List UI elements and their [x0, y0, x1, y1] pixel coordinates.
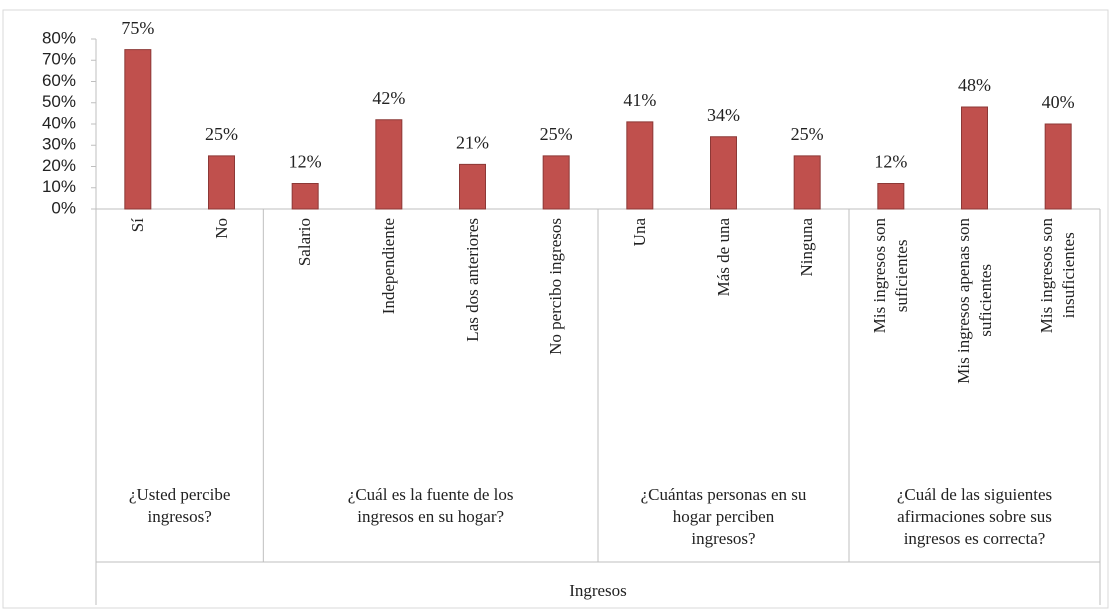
bar [208, 155, 235, 210]
bar [542, 155, 570, 210]
value-label: 48% [958, 75, 991, 95]
x-tick-label: Las dos anteriores [462, 218, 482, 342]
value-label: 41% [623, 90, 656, 110]
value-label: 12% [289, 152, 322, 172]
value-label: 42% [372, 88, 405, 108]
bar [459, 163, 486, 210]
x-tick-label: Ninguna [797, 218, 817, 277]
x-tick-label: Mis ingresos son insuficientes [1037, 218, 1079, 334]
bar [793, 155, 821, 210]
x-tick-label: No [211, 218, 231, 239]
bar [961, 106, 988, 210]
bar [375, 119, 403, 210]
value-label: 75% [121, 18, 154, 38]
bar [124, 49, 152, 210]
bar [1044, 123, 1072, 210]
group-label: ¿Cuál de las siguientes afirmaciones sob… [896, 485, 1053, 548]
value-label: 40% [1042, 92, 1075, 112]
x-tick-label: Una [629, 218, 649, 247]
bar [877, 183, 905, 210]
group-label: ¿Usted percibe ingresos? [128, 485, 231, 526]
y-tick-label: 50% [42, 92, 76, 111]
value-label: 21% [456, 133, 489, 153]
x-tick-label: Sí [127, 218, 147, 233]
value-label: 12% [874, 152, 907, 172]
value-label: 34% [707, 105, 740, 125]
y-tick-label: 10% [42, 177, 76, 196]
y-tick-label: 20% [42, 156, 76, 175]
x-tick-label: Salario [295, 218, 315, 267]
y-tick-label: 40% [42, 113, 76, 132]
x-tick-label: No percibo ingresos [546, 218, 566, 355]
chart-border [2, 9, 1109, 609]
y-tick-label: 60% [42, 71, 76, 90]
y-tick-label: 80% [42, 28, 76, 47]
x-tick-label: Más de una [713, 218, 733, 297]
y-tick-label: 70% [42, 50, 76, 69]
y-tick-label: 0% [51, 198, 76, 217]
bar [710, 136, 737, 210]
x-tick-label: Independiente [378, 218, 398, 315]
value-label: 25% [791, 124, 824, 144]
group-label: ¿Cuál es la fuente de los ingresos en su… [347, 485, 514, 526]
x-tick-label: Mis ingresos son suficientes [869, 218, 911, 334]
bar [626, 121, 654, 210]
x-tick-label: Mis ingresos apenas son suficientes [953, 218, 995, 384]
value-label: 25% [205, 124, 238, 144]
x-axis-label: Ingresos [569, 581, 627, 600]
bar [291, 183, 319, 210]
group-label: ¿Cuántas personas en su hogar perciben i… [640, 485, 807, 548]
y-tick-label: 30% [42, 135, 76, 154]
value-label: 25% [540, 124, 573, 144]
